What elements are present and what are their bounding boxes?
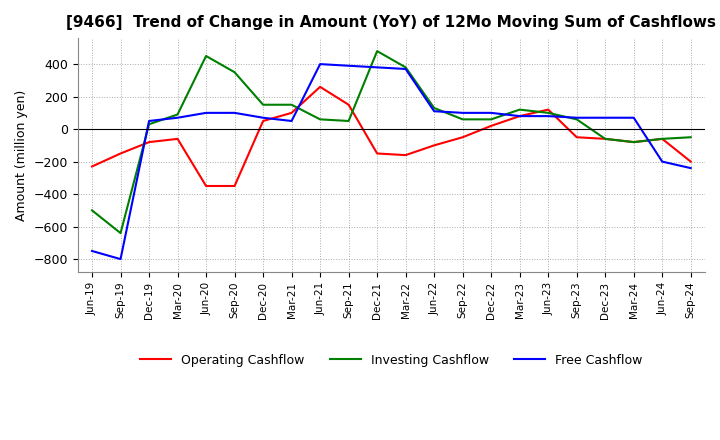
Investing Cashflow (629, 139, 638, 145)
Operating Cashflow (516, 114, 524, 119)
Free Cashflow (230, 110, 239, 116)
Free Cashflow (174, 115, 182, 121)
Line: Free Cashflow: Free Cashflow (92, 64, 690, 259)
Free Cashflow (459, 110, 467, 116)
Investing Cashflow (88, 208, 96, 213)
Free Cashflow (316, 62, 325, 67)
Free Cashflow (258, 115, 267, 121)
Line: Investing Cashflow: Investing Cashflow (92, 51, 690, 233)
Operating Cashflow (116, 151, 125, 156)
Operating Cashflow (544, 107, 552, 112)
Operating Cashflow (373, 151, 382, 156)
Operating Cashflow (459, 135, 467, 140)
Operating Cashflow (658, 136, 667, 142)
Investing Cashflow (174, 112, 182, 117)
Operating Cashflow (258, 118, 267, 124)
Operating Cashflow (601, 136, 610, 142)
Free Cashflow (430, 109, 438, 114)
Operating Cashflow (174, 136, 182, 142)
Operating Cashflow (629, 139, 638, 145)
Operating Cashflow (572, 135, 581, 140)
Operating Cashflow (230, 183, 239, 189)
Investing Cashflow (658, 136, 667, 142)
Operating Cashflow (487, 123, 495, 128)
Investing Cashflow (373, 48, 382, 54)
Investing Cashflow (230, 70, 239, 75)
Investing Cashflow (601, 136, 610, 142)
Investing Cashflow (202, 53, 210, 59)
Title: [9466]  Trend of Change in Amount (YoY) of 12Mo Moving Sum of Cashflows: [9466] Trend of Change in Amount (YoY) o… (66, 15, 716, 30)
Free Cashflow (145, 118, 153, 124)
Legend: Operating Cashflow, Investing Cashflow, Free Cashflow: Operating Cashflow, Investing Cashflow, … (135, 348, 648, 371)
Free Cashflow (629, 115, 638, 121)
Free Cashflow (401, 66, 410, 72)
Investing Cashflow (544, 110, 552, 116)
Free Cashflow (287, 118, 296, 124)
Investing Cashflow (316, 117, 325, 122)
Investing Cashflow (572, 117, 581, 122)
Line: Operating Cashflow: Operating Cashflow (92, 87, 690, 186)
Free Cashflow (202, 110, 210, 116)
Y-axis label: Amount (million yen): Amount (million yen) (15, 89, 28, 221)
Free Cashflow (373, 65, 382, 70)
Operating Cashflow (316, 84, 325, 89)
Free Cashflow (572, 115, 581, 121)
Free Cashflow (487, 110, 495, 116)
Free Cashflow (116, 257, 125, 262)
Investing Cashflow (287, 102, 296, 107)
Operating Cashflow (401, 153, 410, 158)
Free Cashflow (686, 165, 695, 171)
Investing Cashflow (487, 117, 495, 122)
Operating Cashflow (686, 159, 695, 164)
Operating Cashflow (287, 110, 296, 116)
Investing Cashflow (459, 117, 467, 122)
Free Cashflow (516, 114, 524, 119)
Investing Cashflow (516, 107, 524, 112)
Operating Cashflow (430, 143, 438, 148)
Free Cashflow (658, 159, 667, 164)
Free Cashflow (344, 63, 353, 68)
Operating Cashflow (344, 102, 353, 107)
Free Cashflow (544, 114, 552, 119)
Investing Cashflow (344, 118, 353, 124)
Operating Cashflow (145, 139, 153, 145)
Investing Cashflow (430, 105, 438, 110)
Free Cashflow (601, 115, 610, 121)
Investing Cashflow (258, 102, 267, 107)
Investing Cashflow (401, 65, 410, 70)
Investing Cashflow (686, 135, 695, 140)
Operating Cashflow (88, 164, 96, 169)
Investing Cashflow (145, 121, 153, 127)
Operating Cashflow (202, 183, 210, 189)
Investing Cashflow (116, 231, 125, 236)
Free Cashflow (88, 248, 96, 253)
